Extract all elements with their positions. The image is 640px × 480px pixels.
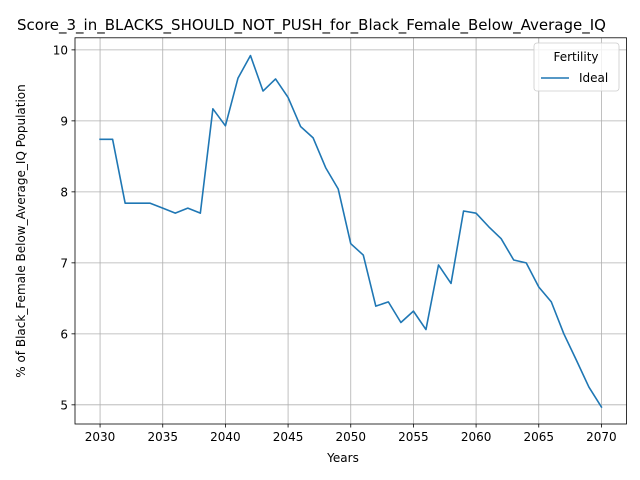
legend-title: Fertility bbox=[553, 50, 598, 64]
y-tick-label: 8 bbox=[60, 185, 68, 199]
x-tick-label: 2065 bbox=[523, 430, 554, 444]
legend-label-ideal: Ideal bbox=[579, 71, 608, 85]
x-tick-label: 2055 bbox=[398, 430, 429, 444]
legend-box bbox=[533, 42, 620, 92]
legend: Fertility Ideal bbox=[533, 42, 620, 92]
chart-title: Score_3_in_BLACKS_SHOULD_NOT_PUSH_for_Bl… bbox=[17, 16, 606, 35]
series-line-ideal bbox=[99, 54, 603, 409]
x-tick-label: 2030 bbox=[85, 430, 116, 444]
x-tick-label: 2040 bbox=[210, 430, 241, 444]
y-tick-label: 9 bbox=[60, 114, 68, 128]
y-tick-label: 7 bbox=[60, 256, 68, 270]
grid-lines bbox=[75, 37, 627, 424]
y-tick-label: 5 bbox=[60, 398, 68, 412]
x-axis-label: Years bbox=[326, 451, 359, 465]
x-tick-label: 2050 bbox=[335, 430, 366, 444]
y-tick-label: 10 bbox=[53, 43, 68, 57]
x-tick-label: 2060 bbox=[461, 430, 492, 444]
y-axis-ticks: 5 6 7 8 9 10 bbox=[53, 43, 75, 412]
y-tick-label: 6 bbox=[60, 327, 68, 341]
x-tick-label: 2045 bbox=[273, 430, 304, 444]
x-tick-label: 2070 bbox=[586, 430, 617, 444]
series-layer bbox=[99, 54, 603, 409]
x-axis-ticks: 2030 2035 2040 2045 2050 2055 2060 2065 2070 bbox=[85, 424, 617, 444]
x-tick-label: 2035 bbox=[147, 430, 178, 444]
y-axis-label: % of Black_Female Below_Average_IQ Popul… bbox=[14, 84, 28, 378]
